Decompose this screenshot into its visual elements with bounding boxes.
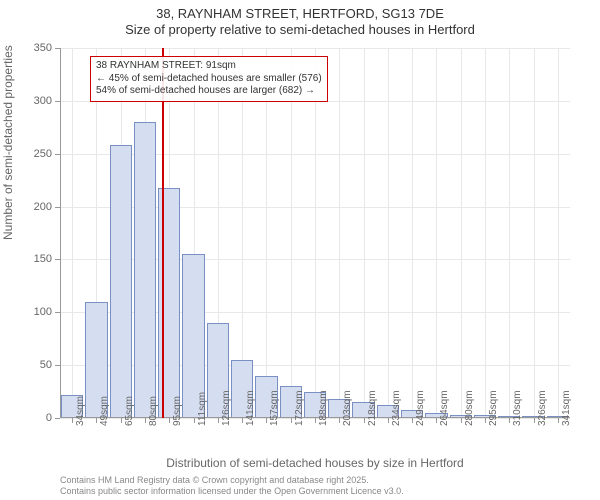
chart-title-sub: Size of property relative to semi-detach… xyxy=(0,21,600,37)
x-tick-label: 310sqm xyxy=(512,390,523,426)
x-tick-label: 188sqm xyxy=(318,390,329,426)
x-tick-mark xyxy=(485,418,486,423)
annotation-box: 38 RAYNHAM STREET: 91sqm ← 45% of semi-d… xyxy=(90,56,328,102)
x-tick-label: 126sqm xyxy=(221,390,232,426)
x-tick-mark xyxy=(364,418,365,423)
histogram-bar xyxy=(134,122,156,418)
x-tick-label: 295sqm xyxy=(488,390,499,426)
x-tick-mark xyxy=(412,418,413,423)
y-tick-label: 350 xyxy=(34,42,52,54)
x-tick-label: 234sqm xyxy=(391,390,402,426)
x-tick-mark xyxy=(194,418,195,423)
x-tick-mark xyxy=(291,418,292,423)
histogram-bar xyxy=(110,145,132,418)
x-tick-mark xyxy=(509,418,510,423)
x-tick-mark xyxy=(534,418,535,423)
x-tick-label: 203sqm xyxy=(342,390,353,426)
y-tick-label: 200 xyxy=(34,201,52,213)
y-axis-line xyxy=(60,48,61,418)
footer-line-1: Contains HM Land Registry data © Crown c… xyxy=(60,475,404,486)
plot-area: 38 RAYNHAM STREET: 91sqm ← 45% of semi-d… xyxy=(60,48,570,418)
x-tick-mark xyxy=(121,418,122,423)
x-axis-label: Distribution of semi-detached houses by … xyxy=(60,456,570,470)
x-tick-label: 249sqm xyxy=(415,390,426,426)
x-tick-label: 341sqm xyxy=(561,390,572,426)
x-tick-mark xyxy=(266,418,267,423)
x-tick-label: 95sqm xyxy=(172,396,183,426)
x-tick-mark xyxy=(461,418,462,423)
x-tick-label: 80sqm xyxy=(148,396,159,426)
x-tick-label: 141sqm xyxy=(245,390,256,426)
x-tick-label: 34sqm xyxy=(75,396,86,426)
x-tick-mark xyxy=(436,418,437,423)
x-tick-mark xyxy=(72,418,73,423)
y-tick-label: 150 xyxy=(34,253,52,265)
annotation-line-3: 54% of semi-detached houses are larger (… xyxy=(96,85,322,98)
footer-text: Contains HM Land Registry data © Crown c… xyxy=(60,475,404,497)
x-tick-label: 264sqm xyxy=(439,390,450,426)
marker-line xyxy=(162,48,164,418)
x-tick-label: 157sqm xyxy=(269,390,280,426)
x-tick-mark xyxy=(388,418,389,423)
footer-line-2: Contains public sector information licen… xyxy=(60,486,404,497)
x-tick-label: 111sqm xyxy=(197,392,208,426)
annotation-line-2: ← 45% of semi-detached houses are smalle… xyxy=(96,73,322,86)
x-tick-mark xyxy=(339,418,340,423)
y-axis: 050100150200250300350 xyxy=(0,48,60,418)
x-tick-mark xyxy=(315,418,316,423)
bars-group xyxy=(60,48,570,418)
x-tick-mark xyxy=(242,418,243,423)
y-tick-label: 100 xyxy=(34,306,52,318)
y-tick-label: 250 xyxy=(34,148,52,160)
x-tick-mark xyxy=(96,418,97,423)
x-tick-mark xyxy=(169,418,170,423)
y-tick-label: 0 xyxy=(46,412,52,424)
chart-container: 38, RAYNHAM STREET, HERTFORD, SG13 7DE S… xyxy=(0,0,600,500)
x-tick-mark xyxy=(218,418,219,423)
x-tick-mark xyxy=(145,418,146,423)
x-tick-label: 49sqm xyxy=(99,396,110,426)
y-tick-label: 300 xyxy=(34,95,52,107)
y-tick-label: 50 xyxy=(40,359,52,371)
x-tick-label: 326sqm xyxy=(537,390,548,426)
annotation-line-1: 38 RAYNHAM STREET: 91sqm xyxy=(96,60,322,73)
chart-title-main: 38, RAYNHAM STREET, HERTFORD, SG13 7DE xyxy=(0,0,600,21)
x-tick-label: 280sqm xyxy=(464,390,475,426)
x-tick-label: 218sqm xyxy=(367,390,378,426)
x-tick-label: 65sqm xyxy=(124,396,135,426)
x-tick-mark xyxy=(558,418,559,423)
x-tick-label: 172sqm xyxy=(294,390,305,426)
